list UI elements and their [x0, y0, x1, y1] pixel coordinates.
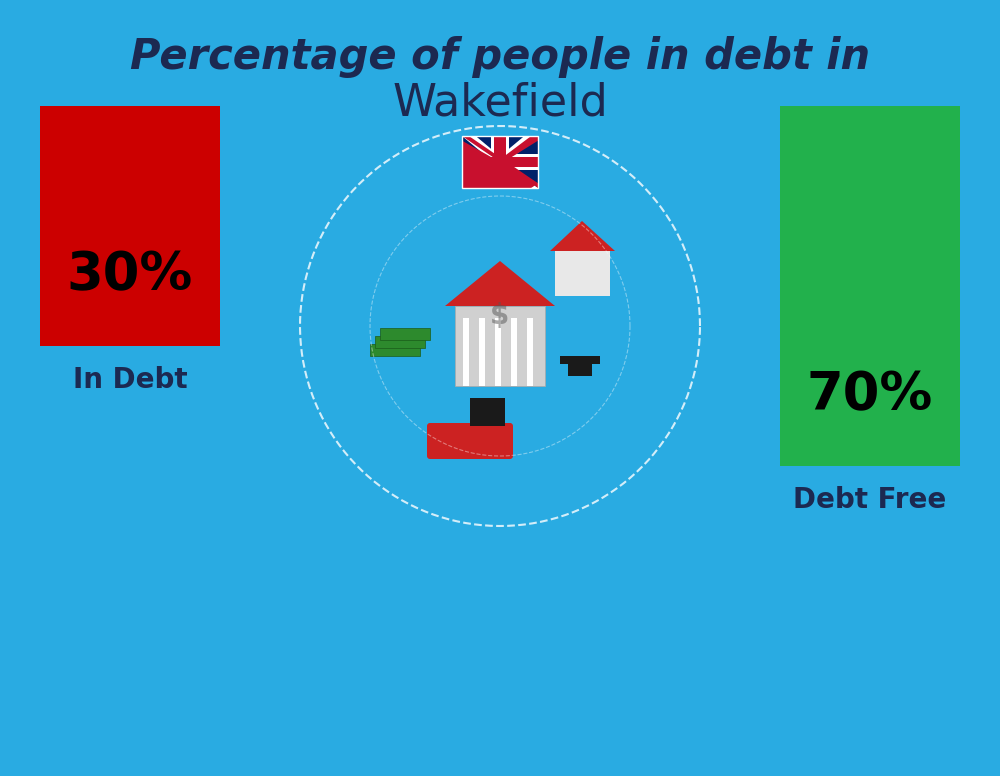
- Polygon shape: [462, 136, 538, 188]
- Text: 30%: 30%: [67, 249, 193, 301]
- FancyBboxPatch shape: [527, 318, 533, 386]
- Text: Debt Free: Debt Free: [793, 486, 947, 514]
- Polygon shape: [462, 136, 538, 188]
- FancyBboxPatch shape: [555, 251, 610, 296]
- FancyBboxPatch shape: [375, 336, 425, 348]
- Text: Wakefield: Wakefield: [392, 81, 608, 124]
- FancyBboxPatch shape: [491, 136, 509, 188]
- FancyBboxPatch shape: [470, 398, 505, 426]
- FancyBboxPatch shape: [560, 356, 600, 364]
- FancyBboxPatch shape: [494, 136, 506, 188]
- FancyBboxPatch shape: [463, 318, 469, 386]
- Polygon shape: [462, 136, 538, 188]
- FancyBboxPatch shape: [380, 328, 430, 340]
- FancyBboxPatch shape: [462, 154, 538, 170]
- FancyBboxPatch shape: [462, 136, 538, 188]
- FancyBboxPatch shape: [370, 344, 420, 356]
- FancyBboxPatch shape: [780, 106, 960, 466]
- FancyBboxPatch shape: [462, 157, 538, 167]
- FancyBboxPatch shape: [40, 106, 220, 346]
- FancyBboxPatch shape: [479, 318, 485, 386]
- FancyBboxPatch shape: [427, 423, 513, 459]
- Text: In Debt: In Debt: [73, 366, 187, 394]
- Text: Percentage of people in debt in: Percentage of people in debt in: [130, 36, 870, 78]
- FancyBboxPatch shape: [495, 318, 501, 386]
- Polygon shape: [462, 136, 538, 188]
- FancyBboxPatch shape: [455, 306, 545, 386]
- Polygon shape: [445, 261, 555, 306]
- Text: $: $: [490, 302, 510, 330]
- FancyBboxPatch shape: [511, 318, 517, 386]
- Polygon shape: [462, 136, 469, 188]
- Polygon shape: [462, 140, 538, 188]
- FancyBboxPatch shape: [568, 362, 592, 376]
- Text: 70%: 70%: [807, 369, 933, 421]
- Polygon shape: [550, 221, 615, 251]
